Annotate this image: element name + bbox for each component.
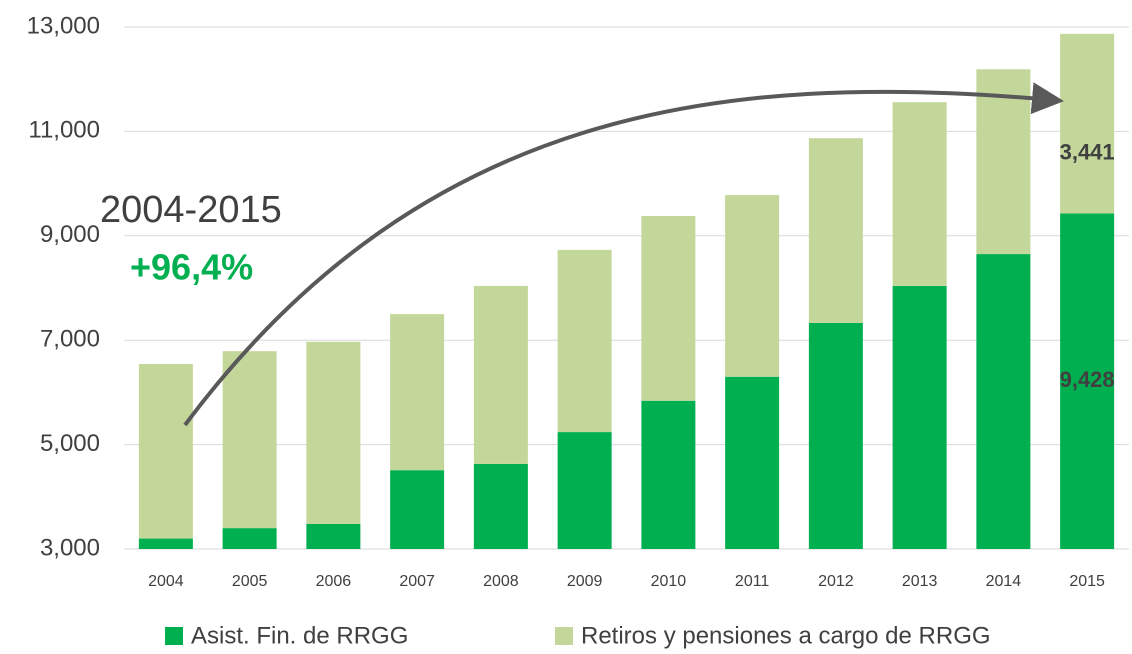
x-tick-label: 2012 <box>818 573 854 590</box>
bar-segment <box>557 432 612 549</box>
bar-segment <box>725 376 780 549</box>
bar-segment <box>557 249 612 433</box>
y-tick-label: 13,000 <box>27 12 100 39</box>
bar-segment <box>976 69 1031 255</box>
x-tick-label: 2015 <box>1069 573 1105 590</box>
bar-segment <box>641 400 696 549</box>
x-tick-label: 2009 <box>567 573 603 590</box>
bar-segment <box>390 314 445 471</box>
bar-segment <box>306 341 361 524</box>
bar-segment <box>222 528 277 549</box>
bar-segment <box>473 285 528 464</box>
legend-swatch <box>165 627 183 645</box>
value-label: 9,428 <box>1060 367 1115 392</box>
bars <box>138 33 1115 549</box>
bar-segment <box>1060 213 1115 549</box>
legend-swatch <box>555 627 573 645</box>
legend-label: Retiros y pensiones a cargo de RRGG <box>581 622 991 649</box>
y-tick-label: 3,000 <box>40 534 100 561</box>
bar-segment <box>641 215 696 401</box>
y-tick-label: 9,000 <box>40 221 100 248</box>
bar-segment <box>892 102 947 286</box>
bar-segment <box>138 363 193 539</box>
x-tick-label: 2004 <box>148 573 184 590</box>
x-tick-label: 2007 <box>399 573 435 590</box>
x-tick-label: 2010 <box>651 573 687 590</box>
x-tick-label: 2011 <box>735 573 770 590</box>
x-tick-label: 2013 <box>902 573 938 590</box>
y-tick-label: 7,000 <box>40 326 100 353</box>
bar-segment <box>976 254 1031 549</box>
x-tick-label: 2006 <box>316 573 352 590</box>
y-tick-label: 11,000 <box>28 117 100 144</box>
bar-segment <box>390 470 445 549</box>
trend-arrow <box>183 82 1064 427</box>
bar-segment <box>1060 33 1115 214</box>
annotation-growth: +96,4% <box>130 247 253 288</box>
bar-segment <box>808 138 863 323</box>
y-tick-label: 5,000 <box>40 430 100 457</box>
bar-segment <box>138 538 193 549</box>
bar-segment <box>892 285 947 549</box>
annotation-period: 2004-2015 <box>100 189 282 231</box>
bar-segment <box>808 322 863 549</box>
bar-segment <box>473 463 528 549</box>
value-label: 3,441 <box>1060 140 1115 165</box>
x-tick-label: 2008 <box>483 573 519 590</box>
grid <box>124 26 1129 550</box>
bar-segment <box>222 351 277 529</box>
bar-segment <box>725 195 780 377</box>
legend-label: Asist. Fin. de RRGG <box>191 622 408 649</box>
x-tick-label: 2014 <box>986 573 1022 590</box>
bar-segment <box>306 523 361 549</box>
x-tick-label: 2005 <box>232 573 268 590</box>
